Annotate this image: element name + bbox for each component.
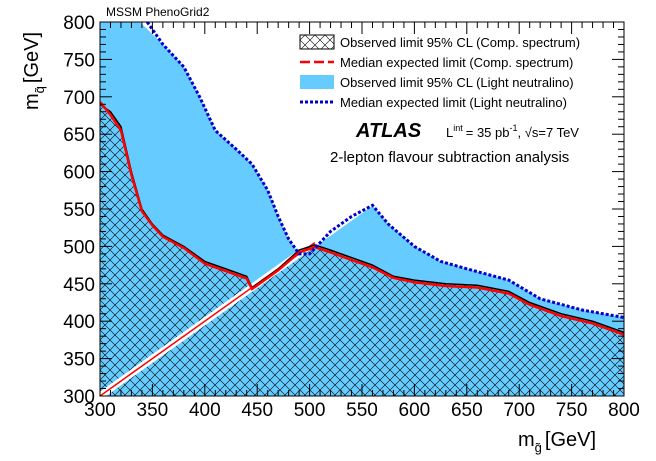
x-tick-label: 450 [241, 400, 273, 421]
y-tick-label: 450 [63, 275, 95, 296]
y-tick-label: 750 [63, 50, 95, 71]
legend-label-comp-observed: Observed limit 95% CL (Comp. spectrum) [340, 35, 580, 50]
x-tick-label: 400 [189, 400, 221, 421]
x-tick-label: 550 [346, 400, 378, 421]
x-axis-tick-labels: 300 350 400 450 500 550 600 650 700 750 800 [84, 400, 640, 421]
y-axis-tick-labels: 300 350 400 450 500 550 600 650 700 750 800 [63, 13, 95, 408]
light-neutralino-expected-line [145, 22, 624, 319]
y-tick-label: 800 [63, 13, 95, 34]
comp-spectrum-expected-line [100, 101, 624, 336]
x-tick-label: 700 [503, 400, 535, 421]
corner-label: MSSM PhenoGrid2 [106, 5, 210, 19]
legend-label-light-observed: Observed limit 95% CL (Light neutralino) [340, 75, 574, 90]
legend-swatch-light-observed [300, 75, 334, 89]
y-tick-label: 400 [63, 312, 95, 333]
y-tick-label: 550 [63, 200, 95, 221]
y-tick-label: 600 [63, 163, 95, 184]
x-tick-label: 300 [84, 400, 116, 421]
y-axis-title: mq̃[GeV] [21, 32, 47, 110]
analysis-label: 2-lepton flavour subtraction analysis [330, 149, 569, 166]
x-axis-ticks [99, 22, 625, 396]
y-tick-label: 700 [63, 88, 95, 109]
y-axis-ticks [100, 21, 624, 397]
x-tick-label: 800 [608, 400, 640, 421]
legend: Observed limit 95% CL (Comp. spectrum) M… [299, 34, 580, 110]
legend-label-light-expected: Median expected limit (Light neutralino) [340, 95, 567, 110]
comp-spectrum-observed-hatch [100, 104, 624, 396]
legend-label-comp-expected: Median expected limit (Comp. spectrum) [340, 55, 573, 70]
x-tick-label: 500 [294, 400, 326, 421]
x-tick-label: 600 [399, 400, 431, 421]
experiment-label: ATLAS [355, 120, 422, 142]
y-tick-label: 500 [63, 237, 95, 258]
y-tick-label: 350 [63, 350, 95, 371]
x-axis-title: mg̃ [GeV] [518, 429, 596, 455]
x-tick-label: 750 [556, 400, 588, 421]
legend-swatch-comp-observed [299, 34, 335, 50]
y-tick-label: 300 [63, 387, 95, 408]
luminosity-label: Lint = 35 pb-1, √s=7 TeV [446, 123, 579, 140]
x-tick-label: 650 [451, 400, 483, 421]
y-tick-label: 650 [63, 125, 95, 146]
x-tick-label: 350 [137, 400, 169, 421]
